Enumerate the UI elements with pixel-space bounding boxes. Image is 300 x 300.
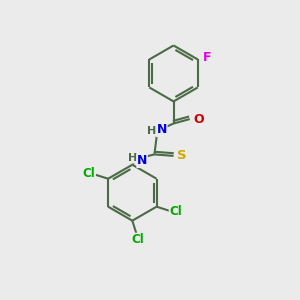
Text: F: F xyxy=(203,52,212,64)
Text: N: N xyxy=(157,124,167,136)
Text: Cl: Cl xyxy=(169,206,182,218)
Text: H: H xyxy=(128,153,137,163)
Text: N: N xyxy=(137,154,147,167)
Text: Cl: Cl xyxy=(131,233,144,246)
Text: O: O xyxy=(193,112,204,126)
Text: H: H xyxy=(147,126,157,136)
Text: S: S xyxy=(177,149,187,162)
Text: Cl: Cl xyxy=(82,167,95,180)
